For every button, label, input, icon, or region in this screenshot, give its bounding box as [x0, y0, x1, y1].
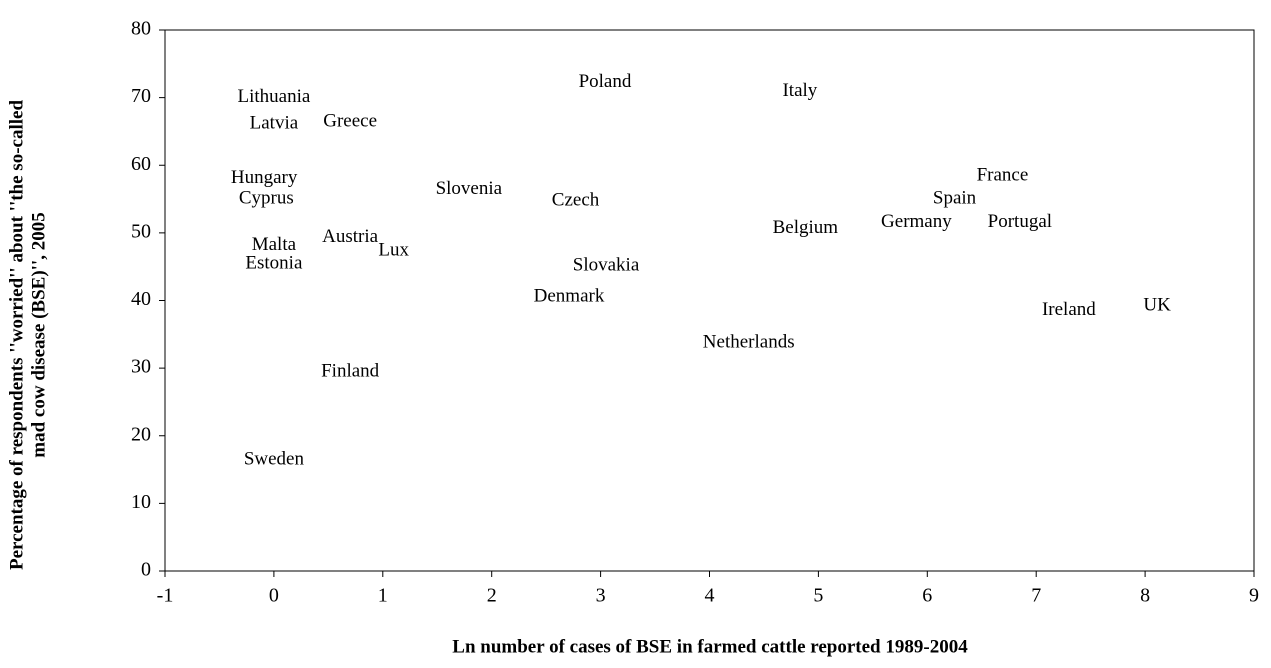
- point-label: Belgium: [773, 217, 839, 238]
- y-tick-label: 60: [131, 153, 151, 175]
- x-tick-label: 1: [378, 585, 388, 607]
- x-tick-label: 8: [1140, 585, 1150, 607]
- point-label: Austria: [322, 226, 379, 247]
- y-axis-title-line: Percentage of respondents ''worried'' ab…: [6, 100, 27, 570]
- y-tick-label: 30: [131, 356, 151, 378]
- point-label: Italy: [782, 80, 817, 101]
- y-tick-label: 40: [131, 288, 151, 310]
- x-tick-label: 0: [269, 585, 279, 607]
- point-label: Ireland: [1042, 299, 1096, 320]
- point-label: Greece: [323, 110, 377, 131]
- y-tick-label: 50: [131, 220, 151, 242]
- x-tick-label: 3: [596, 585, 606, 607]
- point-label: Portugal: [988, 211, 1052, 232]
- point-label: Malta: [252, 234, 297, 255]
- point-label: Slovakia: [573, 254, 640, 275]
- point-label: Spain: [933, 187, 977, 208]
- point-label: Sweden: [244, 448, 305, 469]
- point-label: Denmark: [534, 285, 605, 306]
- point-label: Cyprus: [239, 187, 294, 208]
- point-label: Finland: [321, 361, 380, 382]
- y-tick-label: 0: [141, 559, 151, 581]
- point-label: Lux: [378, 239, 409, 260]
- x-tick-label: -1: [157, 585, 174, 607]
- y-axis-title: Percentage of respondents ''worried'' ab…: [6, 100, 49, 570]
- point-label: Slovenia: [436, 178, 503, 199]
- point-label: Netherlands: [703, 331, 795, 352]
- y-tick-label: 80: [131, 18, 151, 40]
- x-tick-label: 9: [1249, 585, 1259, 607]
- point-label: Lithuania: [237, 86, 310, 107]
- x-tick-label: 5: [813, 585, 823, 607]
- x-tick-label: 7: [1031, 585, 1041, 607]
- x-tick-label: 2: [487, 585, 497, 607]
- point-label: Latvia: [250, 112, 299, 133]
- point-label: Czech: [552, 189, 600, 210]
- point-label: France: [977, 164, 1029, 185]
- y-axis-title-line: mad cow disease (BSE)'', 2005: [28, 212, 49, 457]
- point-label: Poland: [579, 71, 632, 92]
- x-tick-label: 6: [922, 585, 932, 607]
- y-tick-label: 10: [131, 491, 151, 513]
- point-label: Germany: [881, 211, 952, 232]
- x-tick-label: 4: [705, 585, 715, 607]
- y-tick-label: 70: [131, 85, 151, 107]
- point-label: Hungary: [231, 167, 298, 188]
- point-label: Estonia: [245, 252, 303, 273]
- point-label: UK: [1143, 294, 1171, 315]
- x-axis-title: Ln number of cases of BSE in farmed catt…: [452, 636, 968, 657]
- y-tick-label: 20: [131, 423, 151, 445]
